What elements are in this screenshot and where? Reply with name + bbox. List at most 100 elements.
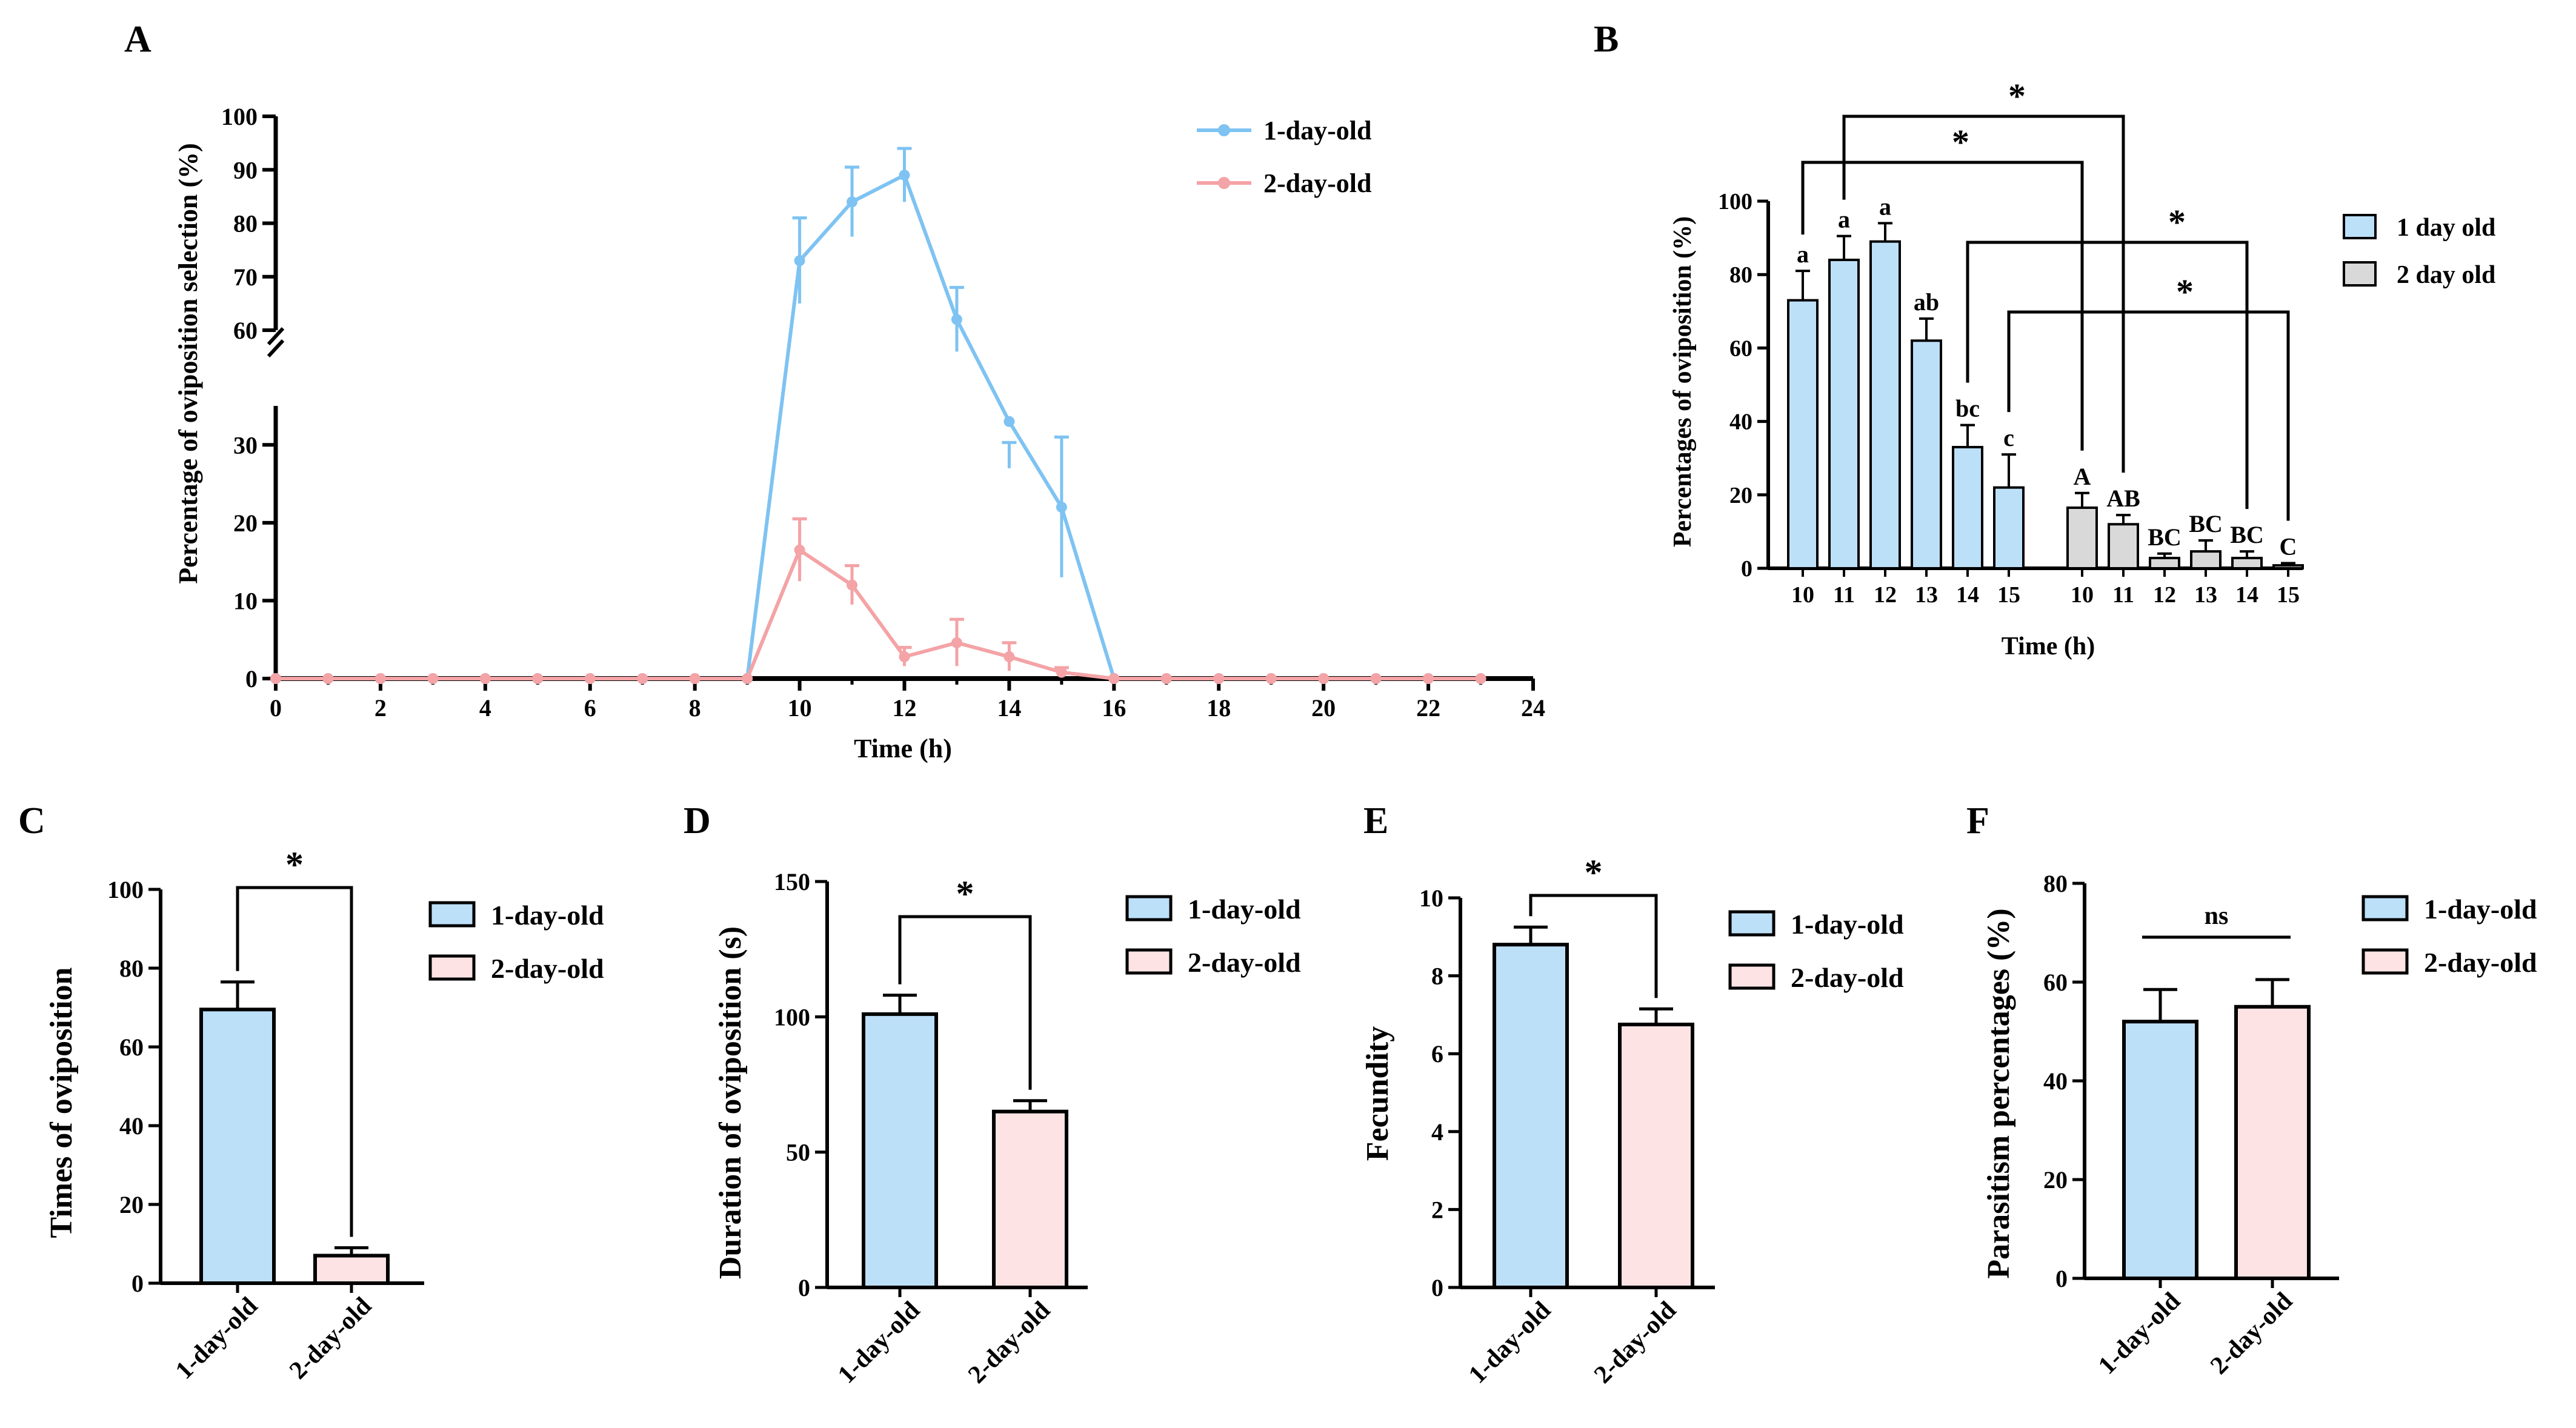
panel-a-series-2-day-old-point	[847, 579, 858, 591]
panel-e-bar-2-day-old	[1618, 1022, 1694, 1289]
panel-a-series-2-day-old-point	[479, 673, 491, 684]
panel-b-y-tick-label: 20	[1729, 483, 1752, 508]
panel-b-x-tick-label: 12	[1874, 582, 1897, 608]
panel-a-series-2-day-old-point	[794, 544, 805, 556]
panel-f-legend-swatch-2-day-old	[2361, 948, 2409, 975]
panel-a-series-1-day-old-point	[951, 314, 962, 325]
panel-a-series-2-day-old-point	[1318, 673, 1330, 684]
panel-c-y-tick-label: 80	[119, 955, 144, 982]
panel-e-y-tick-label: 2	[1431, 1196, 1443, 1223]
panel-c-y-tick-label: 60	[119, 1034, 144, 1061]
panel-e-significance-star: *	[1585, 852, 1603, 892]
panel-a-y-tick-label: 30	[233, 431, 258, 459]
panel-a-series-2-day-old-point	[532, 673, 544, 684]
panel-c-legend-swatch-2-day-old	[428, 954, 476, 981]
panel-a-series-1-day-old-point	[794, 255, 805, 267]
panel-e-legend-label-1-day-old: 1-day-old	[1791, 909, 1904, 940]
panel-a-axis-break-mark	[267, 327, 285, 346]
panel-b-x-tick-label: 12	[2153, 582, 2176, 608]
panel-b-y-tick-label: 60	[1729, 336, 1752, 361]
panel-d-x-tick-label: 1-day-old	[833, 1297, 925, 1389]
panel-b-legend-series-2-day-old-swatch	[2343, 261, 2377, 287]
panel-c-bar-1-day-old	[199, 1008, 276, 1285]
panel-f-y-tick-label: 20	[2043, 1166, 2068, 1194]
panel-e-x-tick-label: 2-day-old	[1589, 1297, 1682, 1389]
panel-b-series-1-day-old-bar	[1911, 339, 1942, 570]
panel-a-series-2-day-old-point	[270, 673, 281, 684]
panel-b-bar-chart: 0 20 40 60 80 100 10 11 12 13 14 15 10 11 12 13 14 15 a a a a…	[1669, 76, 2495, 660]
panel-f-x-tick-label: 2-day-old	[2205, 1287, 2298, 1380]
panel-b-x-tick-label: 11	[1833, 582, 1855, 608]
panel-a-x-tick-label: 20	[1311, 694, 1336, 722]
panel-f-bar-1-day-old	[2122, 1020, 2198, 1280]
panel-b-significance-bracket	[2007, 310, 2290, 521]
panel-b-xlabel: Time (h)	[2002, 633, 2095, 660]
panel-a-y-tick-label: 70	[233, 264, 258, 291]
panel-b-x-tick-label: 11	[2112, 582, 2134, 608]
panel-letter-b: B	[1594, 19, 1619, 60]
panel-a-y-tick-label: 20	[233, 510, 258, 537]
panel-a-series-2-day-old-point	[1265, 673, 1277, 684]
panel-b-x-tick-label: 15	[2277, 582, 2300, 608]
panel-e-y-tick-label: 6	[1431, 1040, 1443, 1068]
panel-c-legend-label-1-day-old: 1-day-old	[491, 900, 604, 931]
panel-a-series-2-day-old-point	[427, 673, 439, 684]
panel-e-bar-1-day-old	[1493, 943, 1569, 1290]
panel-b-series-1-day-old-letter: a	[1797, 241, 1809, 268]
panel-b-significance-star: *	[2008, 76, 2026, 116]
panel-d-bar-1-day-old	[862, 1012, 938, 1290]
panel-a-series-2-day-old-point	[1160, 673, 1172, 684]
panel-b-x-tick-label: 14	[1956, 582, 1979, 608]
panel-a-series-2-day-old-point	[689, 673, 701, 684]
panel-c-y-tick-label: 40	[119, 1112, 144, 1140]
panel-letter-e: E	[1363, 800, 1388, 842]
panel-b-series-2-day-old-bar	[2108, 523, 2139, 570]
panel-b-series-2-day-old-letter: BC	[2148, 523, 2182, 551]
panel-b-series-2-day-old-bar	[2149, 557, 2180, 570]
panel-b-legend-series-1-day-old-swatch	[2343, 214, 2377, 239]
panel-a-series-2-day-old-point	[1056, 666, 1067, 678]
panel-b-legend-series-2-day-old-label: 2 day old	[2397, 261, 2495, 289]
panel-a-series-2-day-old-point	[1423, 673, 1434, 684]
panel-a-xlabel: Time (h)	[854, 734, 952, 763]
panel-d-legend-label-1-day-old: 1-day-old	[1188, 894, 1301, 925]
panel-b-y-tick-label: 40	[1729, 410, 1752, 435]
panel-d-significance-bracket	[898, 915, 1032, 1090]
panel-letter-c: C	[18, 800, 45, 842]
panel-b-series-2-day-old-letter: BC	[2230, 521, 2264, 548]
panel-b-ylabel: Percentages of oviposition (%)	[1669, 216, 1697, 547]
panel-c-y-tick-label: 0	[131, 1270, 144, 1297]
panel-c-x-tick-label: 2-day-old	[284, 1292, 377, 1385]
panel-a-y-tick-label: 10	[233, 587, 258, 614]
panel-b-series-2-day-old-letter: A	[2074, 463, 2091, 490]
panel-d-x-tick-label: 2-day-old	[963, 1297, 1056, 1389]
panel-d-y-tick-label: 0	[798, 1274, 810, 1301]
panel-f-y-tick-label: 60	[2043, 969, 2068, 996]
panel-a-y-tick-label: 60	[233, 317, 258, 344]
panel-a-series-2-day-old-point	[899, 651, 910, 662]
panel-a-axis-break-mark	[267, 339, 285, 358]
panel-f-y-tick-label: 80	[2043, 870, 2068, 897]
panel-a-series-1-day-old-point	[1003, 416, 1015, 427]
panel-e-legend-swatch-1-day-old	[1728, 910, 1776, 937]
panel-b-y-tick-label: 100	[1718, 189, 1752, 214]
panel-a-ylabel: Percentage of oviposition selection (%)	[173, 143, 203, 583]
panel-e-x-tick-label: 1-day-old	[1463, 1297, 1556, 1389]
panel-b-significance-bracket	[1966, 241, 2249, 510]
panel-a-series-2-day-old-point	[584, 673, 596, 684]
panel-c-significance-bracket	[236, 886, 353, 1237]
panel-a-series-2-day-old-point	[1108, 673, 1120, 684]
panel-e-legend-label-2-day-old: 2-day-old	[1791, 962, 1904, 993]
panel-d-legend-label-2-day-old: 2-day-old	[1188, 947, 1301, 978]
panel-f-legend-swatch-1-day-old	[2361, 895, 2409, 922]
panel-letter-a: A	[124, 19, 151, 60]
panel-a-x-tick-label: 10	[788, 694, 812, 722]
panel-a-series-2-day-old-point	[637, 673, 648, 684]
panel-d-bar-chart: 0 50 100 150 1-day-old 2-day-old * 1-day-old 2-d…	[713, 868, 1301, 1389]
panel-e-y-tick-label: 0	[1431, 1274, 1443, 1301]
panel-a-series-2-day-old-point	[1213, 673, 1225, 684]
panel-b-significance-star: *	[2168, 202, 2186, 242]
